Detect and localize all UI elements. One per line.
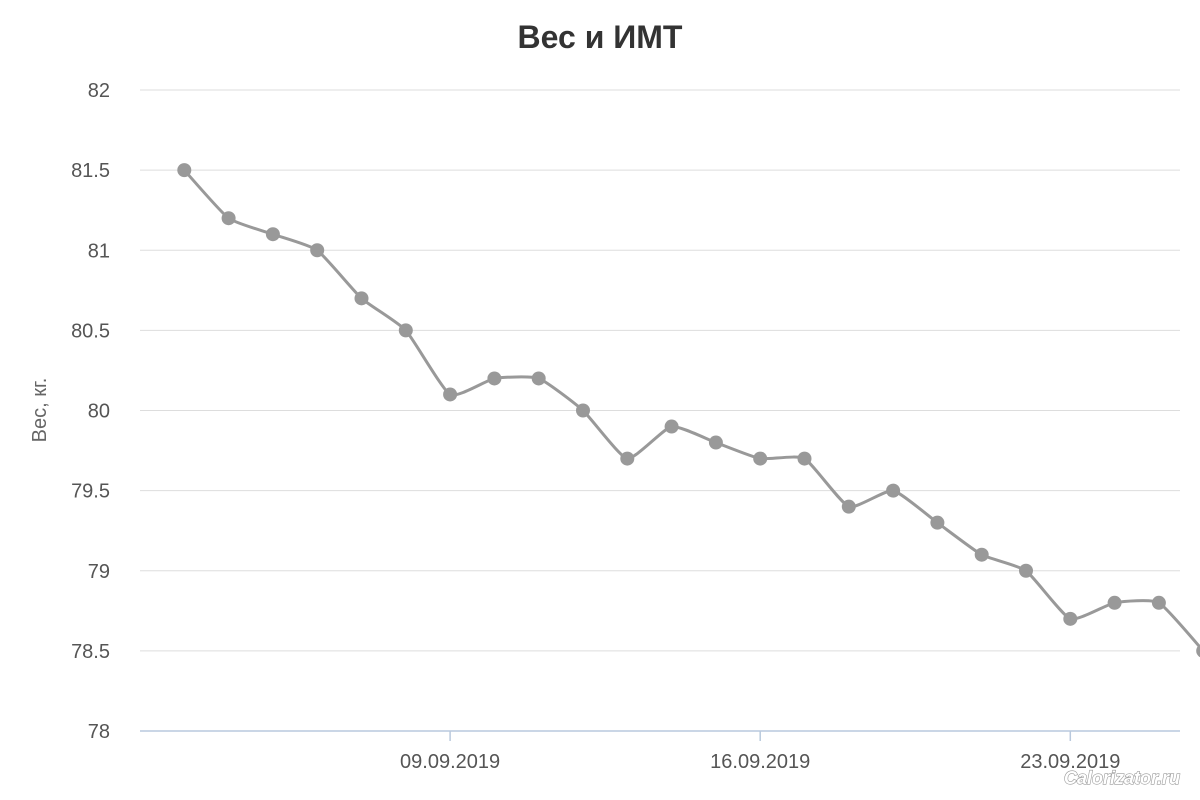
x-tick-label: 23.09.2019: [1020, 751, 1120, 773]
y-tick-label: 82: [88, 80, 110, 102]
data-point: [354, 291, 369, 306]
data-point: [1107, 595, 1122, 610]
weight-series-points: [177, 163, 1200, 658]
data-point: [221, 211, 236, 226]
data-point: [797, 451, 812, 466]
data-point: [531, 371, 546, 386]
y-tick-label: 79: [88, 561, 110, 583]
y-tick-label: 78.5: [71, 641, 110, 663]
y-tick-label: 78: [88, 721, 110, 743]
data-point: [664, 419, 679, 434]
data-point: [310, 243, 325, 258]
data-point: [886, 483, 901, 498]
weight-series-line: [183, 169, 1200, 650]
x-axis-ticks: 09.09.2019 16.09.2019 23.09.2019: [400, 731, 1120, 773]
data-point: [398, 323, 413, 338]
y-tick-label: 81: [88, 240, 110, 262]
data-point: [841, 499, 856, 514]
data-point: [177, 163, 192, 178]
data-point: [708, 435, 723, 450]
data-point: [974, 547, 989, 562]
data-point: [1151, 595, 1166, 610]
data-point: [1196, 644, 1200, 658]
y-tick-label: 80.5: [71, 320, 110, 342]
y-tick-label: 79.5: [71, 481, 110, 503]
data-point: [753, 451, 768, 466]
y-tick-label: 81.5: [71, 160, 110, 182]
data-point: [576, 403, 590, 418]
data-point: [1063, 611, 1078, 626]
watermark: Calorizator.ru: [1064, 768, 1180, 788]
chart-title: Вес и ИМТ: [518, 19, 683, 55]
y-axis-label: Вес, кг.: [29, 378, 51, 443]
x-tick-label: 16.09.2019: [710, 751, 810, 773]
data-point: [1019, 563, 1033, 578]
y-axis-ticks: 78 78.5 79 79.5 80 80.5 81 81.5 82: [71, 80, 110, 743]
x-tick-label: 09.09.2019: [400, 751, 500, 773]
data-point: [443, 387, 458, 402]
data-point: [487, 371, 502, 386]
y-tick-label: 80: [88, 401, 110, 423]
data-point: [265, 227, 280, 242]
data-point: [620, 451, 635, 466]
data-point: [930, 515, 945, 530]
